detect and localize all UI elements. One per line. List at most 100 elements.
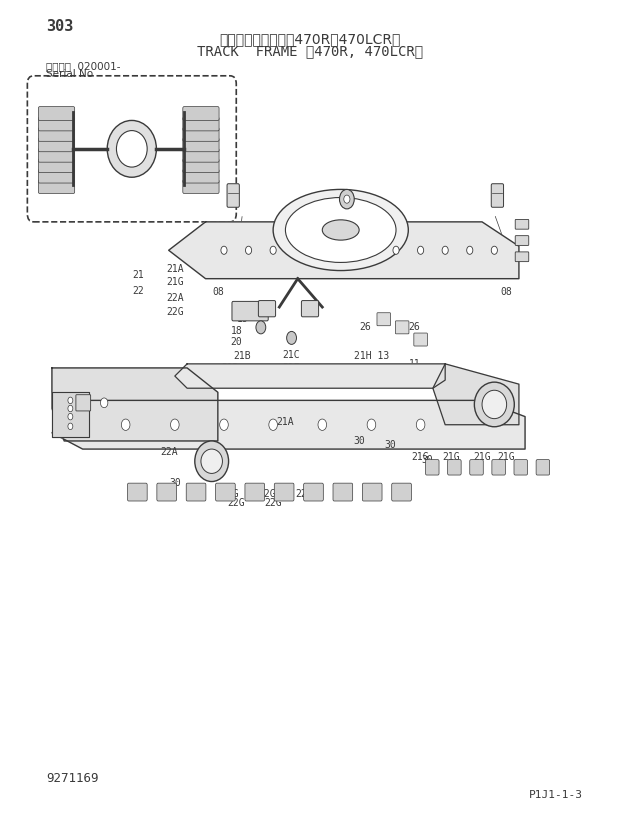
Polygon shape bbox=[169, 222, 519, 279]
Circle shape bbox=[318, 419, 327, 431]
FancyBboxPatch shape bbox=[76, 395, 91, 411]
FancyBboxPatch shape bbox=[38, 138, 74, 152]
Text: 21E: 21E bbox=[283, 363, 300, 373]
Polygon shape bbox=[52, 392, 89, 437]
Text: 21A: 21A bbox=[166, 264, 184, 274]
Circle shape bbox=[442, 246, 448, 254]
Circle shape bbox=[68, 397, 73, 404]
FancyBboxPatch shape bbox=[448, 460, 461, 475]
FancyBboxPatch shape bbox=[362, 483, 382, 501]
FancyBboxPatch shape bbox=[227, 184, 239, 208]
FancyBboxPatch shape bbox=[492, 460, 505, 475]
Ellipse shape bbox=[285, 198, 396, 262]
FancyBboxPatch shape bbox=[183, 158, 219, 172]
Text: 08: 08 bbox=[212, 287, 224, 297]
FancyBboxPatch shape bbox=[515, 235, 529, 245]
FancyBboxPatch shape bbox=[274, 483, 294, 501]
Text: 24: 24 bbox=[347, 266, 359, 275]
Text: 30: 30 bbox=[384, 440, 396, 450]
Ellipse shape bbox=[273, 190, 409, 270]
FancyBboxPatch shape bbox=[245, 483, 265, 501]
FancyBboxPatch shape bbox=[333, 483, 353, 501]
Text: 22G: 22G bbox=[258, 489, 276, 498]
Text: 21G: 21G bbox=[473, 452, 491, 462]
Text: トラックフレーム＜470R，470LCR＞: トラックフレーム＜470R，470LCR＞ bbox=[219, 33, 401, 47]
Circle shape bbox=[344, 195, 350, 203]
Text: 21C: 21C bbox=[283, 350, 300, 360]
Circle shape bbox=[417, 246, 423, 254]
Text: 303: 303 bbox=[46, 19, 73, 34]
Text: 21: 21 bbox=[132, 270, 144, 279]
FancyBboxPatch shape bbox=[232, 301, 268, 321]
FancyBboxPatch shape bbox=[216, 483, 235, 501]
Circle shape bbox=[246, 246, 252, 254]
Text: Serial No: Serial No bbox=[46, 69, 93, 79]
Circle shape bbox=[491, 246, 497, 254]
Text: 21G: 21G bbox=[443, 452, 460, 462]
Text: 08: 08 bbox=[501, 288, 513, 297]
Text: P1J1-1-3: P1J1-1-3 bbox=[529, 790, 583, 800]
Text: 21G: 21G bbox=[498, 452, 515, 462]
Circle shape bbox=[286, 332, 296, 345]
Text: 11: 11 bbox=[409, 359, 420, 368]
Text: 21A: 21A bbox=[277, 417, 294, 427]
Text: 07: 07 bbox=[224, 260, 236, 270]
FancyBboxPatch shape bbox=[514, 460, 528, 475]
FancyBboxPatch shape bbox=[38, 149, 74, 162]
Text: 22A: 22A bbox=[160, 448, 177, 458]
Text: 22H: 22H bbox=[92, 414, 110, 424]
Circle shape bbox=[256, 321, 266, 334]
Text: 30: 30 bbox=[353, 436, 365, 446]
Text: 22G: 22G bbox=[332, 489, 350, 498]
Text: 26: 26 bbox=[409, 322, 420, 332]
Circle shape bbox=[269, 419, 277, 431]
FancyBboxPatch shape bbox=[259, 301, 276, 317]
Text: 22G: 22G bbox=[264, 498, 282, 508]
Circle shape bbox=[68, 405, 73, 412]
Text: 21H 13: 21H 13 bbox=[354, 350, 389, 361]
Circle shape bbox=[170, 419, 179, 431]
Text: 22G: 22G bbox=[221, 489, 239, 498]
Ellipse shape bbox=[322, 220, 359, 240]
Circle shape bbox=[219, 419, 228, 431]
Text: 10: 10 bbox=[409, 367, 420, 377]
Text: 26: 26 bbox=[360, 322, 371, 332]
Circle shape bbox=[122, 419, 130, 431]
Text: 30: 30 bbox=[169, 478, 180, 488]
Text: 22G: 22G bbox=[228, 498, 245, 508]
Ellipse shape bbox=[107, 120, 156, 177]
Text: 22E: 22E bbox=[80, 388, 97, 398]
FancyBboxPatch shape bbox=[425, 460, 439, 475]
Text: 12: 12 bbox=[52, 401, 64, 411]
Text: 9271169: 9271169 bbox=[46, 772, 99, 785]
Text: 22A: 22A bbox=[166, 293, 184, 303]
Text: 22G: 22G bbox=[295, 489, 312, 498]
FancyBboxPatch shape bbox=[186, 483, 206, 501]
Text: 21D: 21D bbox=[221, 363, 239, 373]
FancyBboxPatch shape bbox=[515, 252, 529, 261]
Circle shape bbox=[467, 246, 473, 254]
Text: 00: 00 bbox=[286, 270, 298, 279]
Circle shape bbox=[221, 246, 227, 254]
Circle shape bbox=[416, 419, 425, 431]
FancyBboxPatch shape bbox=[183, 107, 219, 120]
Text: 30: 30 bbox=[329, 375, 340, 385]
FancyBboxPatch shape bbox=[38, 158, 74, 172]
Text: 20: 20 bbox=[231, 337, 242, 347]
Ellipse shape bbox=[201, 449, 223, 473]
Circle shape bbox=[367, 419, 376, 431]
Ellipse shape bbox=[117, 131, 147, 167]
FancyBboxPatch shape bbox=[183, 169, 219, 183]
FancyBboxPatch shape bbox=[392, 483, 412, 501]
Text: 22G: 22G bbox=[166, 307, 184, 317]
Text: 22B: 22B bbox=[129, 371, 147, 381]
Text: 21G: 21G bbox=[412, 452, 430, 462]
Ellipse shape bbox=[195, 441, 229, 481]
Text: 13: 13 bbox=[52, 410, 64, 420]
Text: 19: 19 bbox=[237, 315, 248, 324]
FancyBboxPatch shape bbox=[38, 117, 74, 131]
Polygon shape bbox=[52, 400, 525, 449]
FancyBboxPatch shape bbox=[515, 220, 529, 230]
FancyBboxPatch shape bbox=[304, 483, 323, 501]
Text: 適用号機  020001-: 適用号機 020001- bbox=[46, 61, 120, 71]
